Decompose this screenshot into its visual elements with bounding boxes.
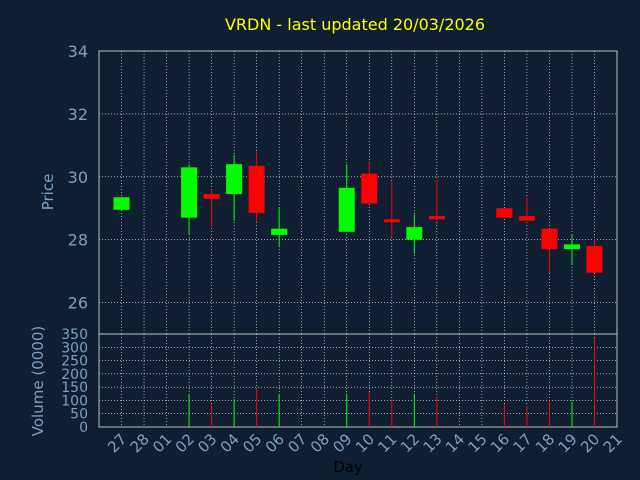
price-axis-label: Price	[39, 174, 57, 211]
volume-tick-label: 250	[61, 354, 88, 370]
volume-bars	[188, 337, 595, 427]
price-tick-label: 32	[68, 105, 88, 124]
candle-body	[518, 216, 535, 221]
candle-body	[406, 227, 423, 240]
candle-body	[563, 244, 580, 250]
candle-body	[383, 219, 400, 223]
price-candles	[113, 151, 603, 273]
volume-tick-label: 50	[70, 407, 88, 423]
candle-body	[541, 228, 558, 250]
candle-body	[428, 216, 445, 220]
volume-axis-label: Volume (0000)	[29, 326, 47, 436]
candle-body	[248, 165, 265, 213]
volume-tick-label: 300	[61, 340, 88, 356]
candle-body	[361, 173, 378, 204]
volume-plot-frame	[98, 333, 618, 428]
price-y-axis: 26 28 30 32 34	[68, 42, 88, 313]
volume-tick-label: 0	[79, 420, 88, 436]
day-x-axis: 2728010203040506070809101112131415161718…	[104, 430, 626, 456]
price-tick-label: 34	[68, 42, 88, 61]
price-tick-label: 26	[68, 294, 88, 313]
candle-body	[496, 208, 513, 218]
volume-tick-label: 200	[61, 367, 88, 383]
x-axis-label: Day	[333, 458, 363, 476]
candle-body	[271, 228, 288, 235]
candle-body	[338, 187, 355, 232]
volume-tick-label: 350	[61, 327, 88, 343]
volume-tick-label: 100	[61, 393, 88, 409]
price-tick-label: 30	[68, 168, 88, 187]
volume-tick-label: 150	[61, 380, 88, 396]
candle-body	[226, 164, 243, 195]
chart-title: VRDN - last updated 20/03/2026	[225, 15, 485, 34]
candle-body	[181, 167, 198, 218]
price-tick-label: 28	[68, 231, 88, 250]
volume-grid	[99, 334, 617, 427]
candle-body	[203, 194, 220, 199]
candle-body	[113, 197, 130, 210]
candle-body	[586, 245, 603, 273]
